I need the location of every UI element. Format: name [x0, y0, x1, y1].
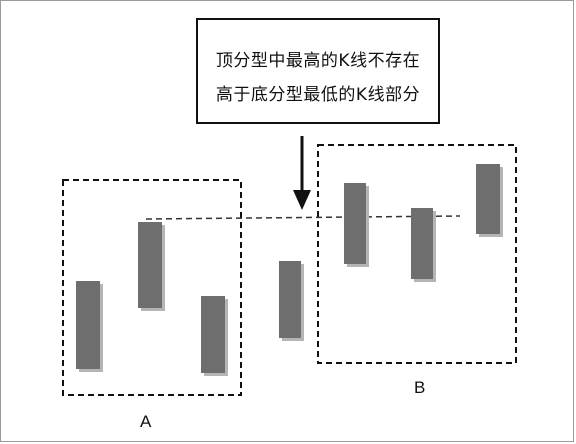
comparison-line: [145, 215, 461, 220]
region-a-label: A: [140, 412, 152, 431]
region-a-box: [62, 179, 242, 396]
callout-text-line2: 高于底分型最低的K线部分: [215, 85, 421, 105]
candle-b2: [411, 208, 436, 282]
candle-b1: [344, 183, 369, 267]
region-b-box: [317, 144, 517, 364]
region-b-label: B: [414, 378, 426, 397]
candle-a3: [201, 296, 228, 376]
candle-b3: [476, 164, 503, 237]
arrow-head: [293, 190, 311, 210]
callout-text-line1: 顶分型中最高的K线不存在: [215, 51, 421, 71]
candle-middle: [279, 261, 304, 341]
candle-a1: [76, 281, 103, 372]
candle-a2: [138, 222, 165, 311]
callout-box: 顶分型中最高的K线不存在 高于底分型最低的K线部分: [196, 18, 440, 124]
